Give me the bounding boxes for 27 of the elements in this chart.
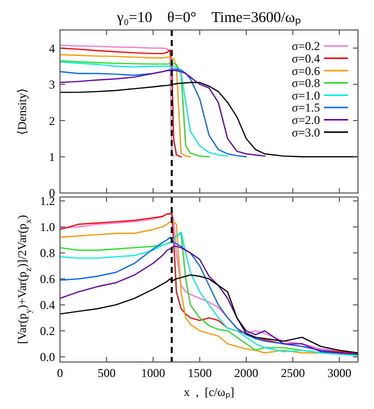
y-tick-label: 0.8 <box>40 246 55 260</box>
legend-label: σ=1.0 <box>292 88 320 102</box>
y-tick-label: 1.0 <box>40 220 55 234</box>
x-axis-title: x , [c/ωₚ] <box>184 385 234 399</box>
x-tick-label: 3000 <box>327 366 352 380</box>
legend-label: σ=3.0 <box>292 125 320 140</box>
legend-label: σ=0.4 <box>292 52 320 66</box>
legend-label: σ=0.6 <box>292 64 320 78</box>
x-tick-label: 1500 <box>188 366 212 380</box>
y-tick-label: 4 <box>49 41 55 56</box>
x-tick-label: 2000 <box>234 366 258 380</box>
legend-label: σ=0.8 <box>292 76 320 90</box>
y-tick-label: 0.4 <box>40 298 55 312</box>
y-tick-label: 2 <box>49 114 55 128</box>
y-tick-label: 0.2 <box>40 324 55 338</box>
y-tick-label: 0.6 <box>40 272 55 286</box>
legend-label: σ=0.2 <box>292 39 320 54</box>
y-tick-label: 0.0 <box>40 350 55 364</box>
y-tick-label: 1 <box>49 150 55 164</box>
y-axis-title: ⟨Density⟩ <box>15 88 29 136</box>
x-tick-label: 2500 <box>280 366 305 380</box>
legend-label: σ=2.0 <box>292 113 320 127</box>
chart-title: γ₀=10 θ=0° Time=3600/ωₚ <box>116 10 302 26</box>
x-tick-label: 1000 <box>141 366 166 380</box>
x-tick-label: 500 <box>98 366 116 380</box>
legend-label: σ=1.5 <box>292 100 320 115</box>
y-tick-label: 3 <box>49 78 55 92</box>
